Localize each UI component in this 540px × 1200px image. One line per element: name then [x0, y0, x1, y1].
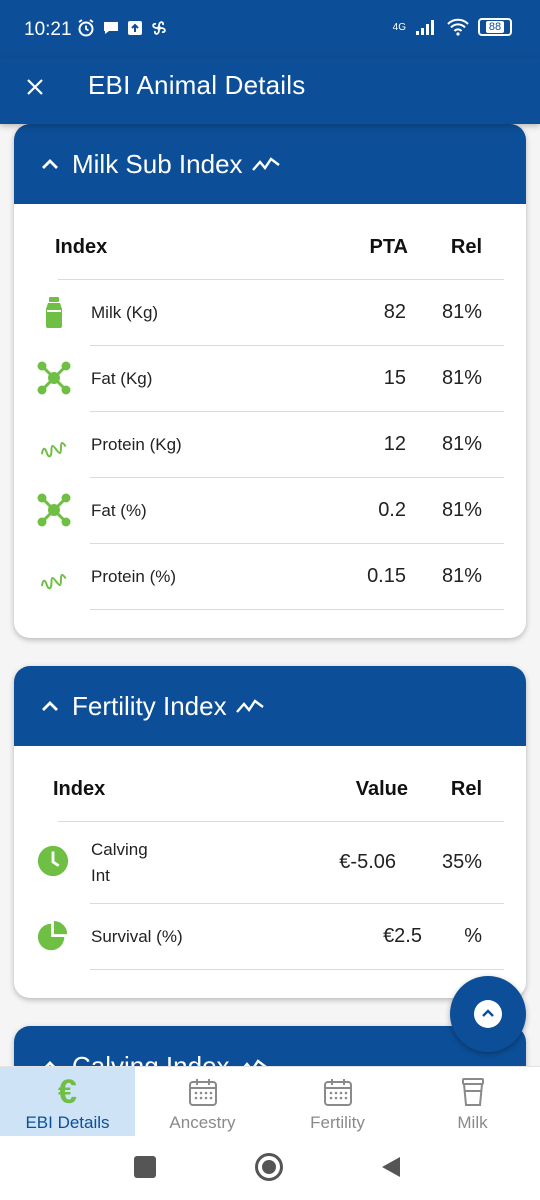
row-label-line2: Int: [91, 866, 110, 885]
protein-coil-icon: [40, 573, 67, 590]
row-label: Fat (Kg): [91, 369, 153, 388]
col-pta: PTA: [369, 236, 408, 258]
network-type: 4G: [392, 21, 406, 33]
milk-table: Index PTA Rel Milk (Kg) 82 81% Fat (Kg) …: [37, 204, 504, 610]
trend-line-icon: [235, 699, 264, 713]
table-row: Fat (%) 0.2 81%: [37, 478, 504, 544]
status-left-icons: [76, 18, 168, 38]
fan-icon: [152, 21, 166, 35]
table-row: Milk (Kg) 82 81%: [46, 280, 504, 346]
chat-icon: [104, 22, 118, 34]
table-row: Protein (Kg) 12 81%: [40, 412, 504, 478]
battery-level: 88: [485, 21, 505, 33]
col-index: Index: [55, 236, 108, 258]
row-value: €-5.06: [339, 851, 396, 873]
alarm-icon: [78, 19, 94, 37]
nav-label: Fertility: [310, 1113, 365, 1132]
row-label: Survival (%): [91, 927, 183, 946]
table-row: Fat (Kg) 15 81%: [37, 346, 504, 412]
protein-coil-icon: [40, 441, 67, 458]
status-bar: 10:21 4G 88: [0, 0, 540, 58]
clock-icon: [37, 845, 69, 877]
row-rel: %: [464, 925, 482, 947]
app-bar: EBI Animal Details: [0, 58, 540, 124]
wifi-icon: [447, 18, 469, 36]
row-rel: 81%: [441, 301, 482, 323]
row-rel: 81%: [441, 499, 482, 521]
row-rel: 81%: [441, 433, 482, 455]
row-rel: 81%: [441, 367, 482, 389]
col-value: Value: [355, 778, 408, 800]
close-icon: [27, 79, 43, 95]
chevron-up-icon: [42, 159, 58, 169]
trend-line-icon: [251, 157, 280, 171]
nav-ancestry[interactable]: Ancestry: [135, 1067, 270, 1136]
fertility-index-title: Fertility Index: [72, 690, 227, 721]
content-scroll[interactable]: Milk Sub Index Index PTA Rel Milk (Kg) 8…: [0, 124, 540, 1066]
trend-line-icon: [243, 1059, 267, 1066]
milk-sub-index-header[interactable]: Milk Sub Index: [14, 124, 526, 204]
bottom-navigation: € EBI Details Ancestry Fertility Milk: [0, 1066, 540, 1136]
chevron-up-icon: [45, 1061, 55, 1066]
signal-icon: [416, 20, 434, 35]
nav-label: Ancestry: [169, 1113, 236, 1132]
close-button[interactable]: [20, 72, 50, 102]
row-rel: 81%: [441, 565, 482, 587]
nav-milk[interactable]: Milk: [405, 1067, 540, 1136]
row-label-line1: Calving: [91, 840, 148, 859]
row-pta: 12: [383, 433, 406, 455]
milk-table-header: Index PTA Rel: [55, 204, 504, 280]
recents-button[interactable]: [134, 1156, 156, 1178]
col-rel: Rel: [450, 778, 482, 800]
chevron-up-icon: [42, 701, 58, 711]
calving-index-card: Calving Index: [14, 1026, 526, 1066]
status-right-icons: 4G 88: [393, 18, 512, 36]
nav-label: EBI Details: [25, 1113, 110, 1132]
row-label: Milk (Kg): [91, 303, 159, 322]
battery-icon: 88: [478, 18, 512, 36]
pie-chart-icon: [37, 920, 68, 951]
row-label: Protein (Kg): [91, 435, 182, 454]
row-pta: 82: [383, 301, 406, 323]
milk-bucket-icon: [461, 1078, 484, 1106]
calendar-icon: [188, 1079, 217, 1106]
milk-bottle-icon: [46, 297, 62, 328]
page-title: EBI Animal Details: [88, 70, 306, 100]
calving-index-header[interactable]: Calving Index: [14, 1026, 526, 1066]
nav-ebi-details[interactable]: € EBI Details: [0, 1067, 135, 1136]
home-dot: [262, 1160, 276, 1174]
milk-sub-index-card: Milk Sub Index Index PTA Rel Milk (Kg) 8…: [14, 124, 526, 638]
col-rel: Rel: [450, 236, 482, 258]
molecule-icon: [37, 361, 71, 395]
table-row: Survival (%) €2.5 %: [37, 904, 504, 970]
col-index: Index: [53, 778, 106, 800]
scroll-to-top-button[interactable]: [450, 976, 526, 1052]
home-button[interactable]: [255, 1153, 283, 1181]
nav-label: Milk: [457, 1113, 488, 1132]
back-button[interactable]: [380, 1155, 402, 1179]
fertility-table-header: Index Value Rel: [53, 746, 504, 822]
chevron-up-icon: [474, 1000, 502, 1028]
calendar-icon: [323, 1079, 352, 1106]
row-rel: 35%: [441, 851, 482, 873]
row-label: Fat (%): [91, 501, 147, 520]
fertility-index-header[interactable]: Fertility Index: [14, 666, 526, 746]
fertility-index-card: Fertility Index Index Value Rel Calving …: [14, 666, 526, 998]
row-value: €2.5: [383, 925, 422, 947]
row-pta: 15: [383, 367, 406, 389]
molecule-icon: [37, 493, 71, 527]
upload-icon: [128, 21, 142, 35]
table-row: Protein (%) 0.15 81%: [40, 544, 504, 610]
milk-sub-index-title: Milk Sub Index: [72, 148, 243, 179]
nav-fertility[interactable]: Fertility: [270, 1067, 405, 1136]
row-pta: 0.2: [378, 499, 406, 521]
row-label: Protein (%): [91, 567, 177, 586]
row-pta: 0.15: [367, 565, 406, 587]
euro-icon: €: [58, 1073, 77, 1111]
system-navigation-bar: [0, 1136, 540, 1200]
table-row: Calving Int €-5.06 35%: [37, 822, 504, 904]
calving-index-title: Calving Index: [72, 1050, 230, 1067]
fertility-table: Index Value Rel Calving Int €-5.06 35% S…: [37, 746, 504, 970]
status-time: 10:21: [24, 19, 72, 40]
